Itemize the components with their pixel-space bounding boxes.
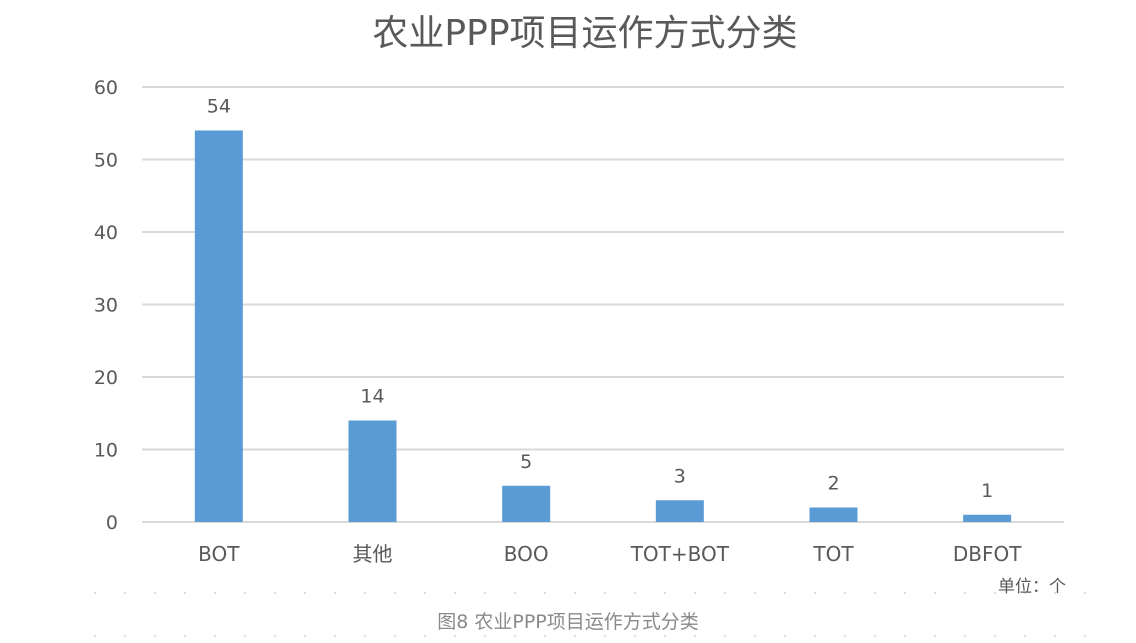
data-label: 1 (981, 480, 993, 502)
bar (655, 500, 704, 522)
x-tick-label: BOT (198, 542, 240, 566)
bars (194, 130, 1012, 522)
data-labels: 54 14 5 3 2 1 (207, 96, 993, 502)
data-label: 14 (360, 386, 384, 408)
y-tick-label: 50 (94, 150, 118, 172)
chart-title: 农业PPP项目运作方式分类 (372, 13, 797, 54)
x-tick-label: BOO (504, 542, 549, 566)
y-tick-label: 60 (94, 77, 118, 99)
figure-caption: 图8 农业PPP项目运作方式分类 (437, 611, 699, 633)
y-axis-ticks: 0 10 20 30 40 50 60 (94, 77, 118, 534)
data-label: 3 (674, 465, 686, 487)
x-tick-label: TOT (812, 542, 854, 566)
data-label: 2 (827, 473, 839, 495)
y-tick-label: 30 (94, 295, 118, 317)
decorative-dots (80, 592, 1090, 594)
bar (963, 514, 1012, 522)
gridlines (142, 86, 1064, 523)
y-tick-label: 20 (94, 367, 118, 389)
y-tick-label: 0 (106, 512, 118, 534)
x-tick-label: DBFOT (953, 542, 1022, 566)
bar (809, 507, 858, 522)
y-tick-label: 10 (94, 440, 118, 462)
x-axis-ticks: BOT 其他 BOO TOT+BOT TOT DBFOT (198, 542, 1022, 566)
bar (502, 485, 551, 522)
bar (194, 130, 243, 522)
unit-note: 单位：个 (998, 577, 1066, 597)
decorative-dots (80, 635, 1090, 637)
x-tick-label: 其他 (353, 542, 393, 566)
bar (348, 420, 397, 522)
data-label: 5 (520, 451, 532, 473)
data-label: 54 (207, 96, 231, 118)
y-tick-label: 40 (94, 222, 118, 244)
x-tick-label: TOT+BOT (630, 542, 730, 566)
